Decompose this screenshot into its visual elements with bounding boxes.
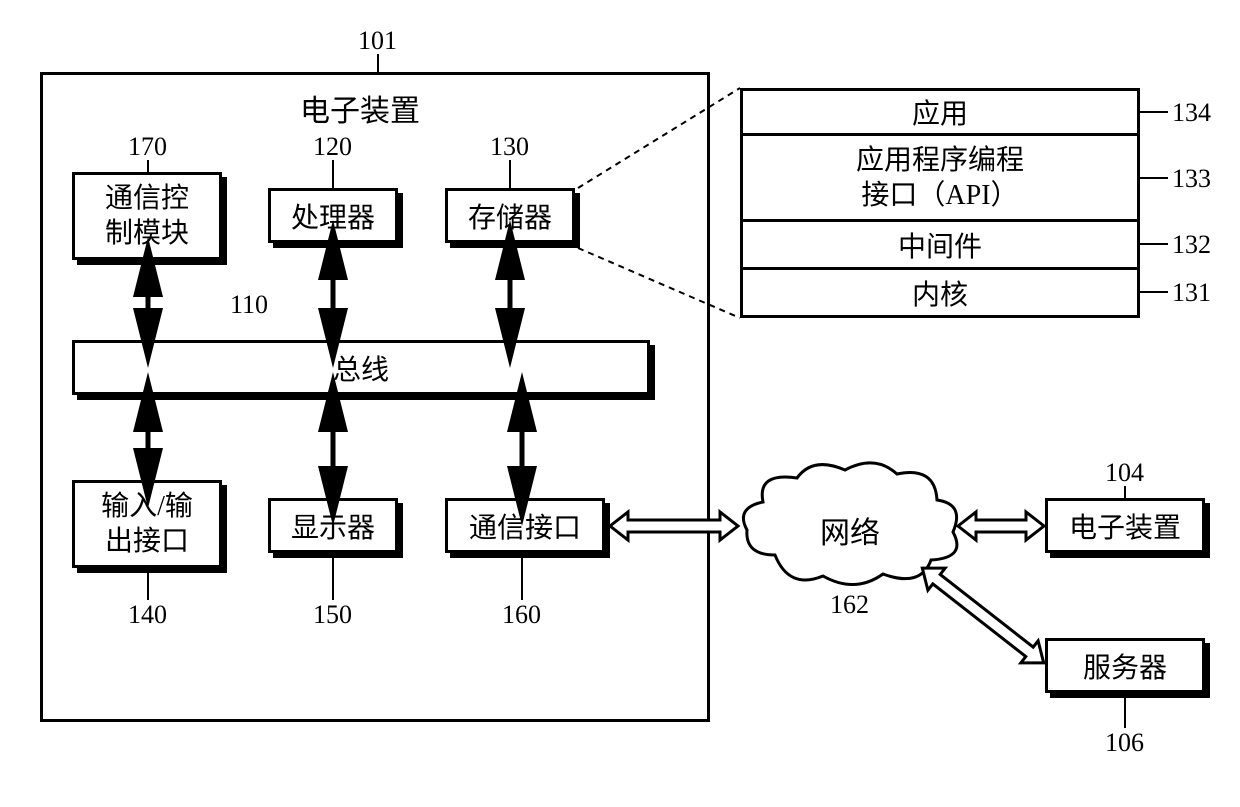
- arrow-hollow-1: [610, 510, 738, 542]
- arrow-hollow-3: [918, 558, 1048, 673]
- arrows-solid: [0, 0, 1240, 807]
- arrow-hollow-2: [958, 510, 1044, 542]
